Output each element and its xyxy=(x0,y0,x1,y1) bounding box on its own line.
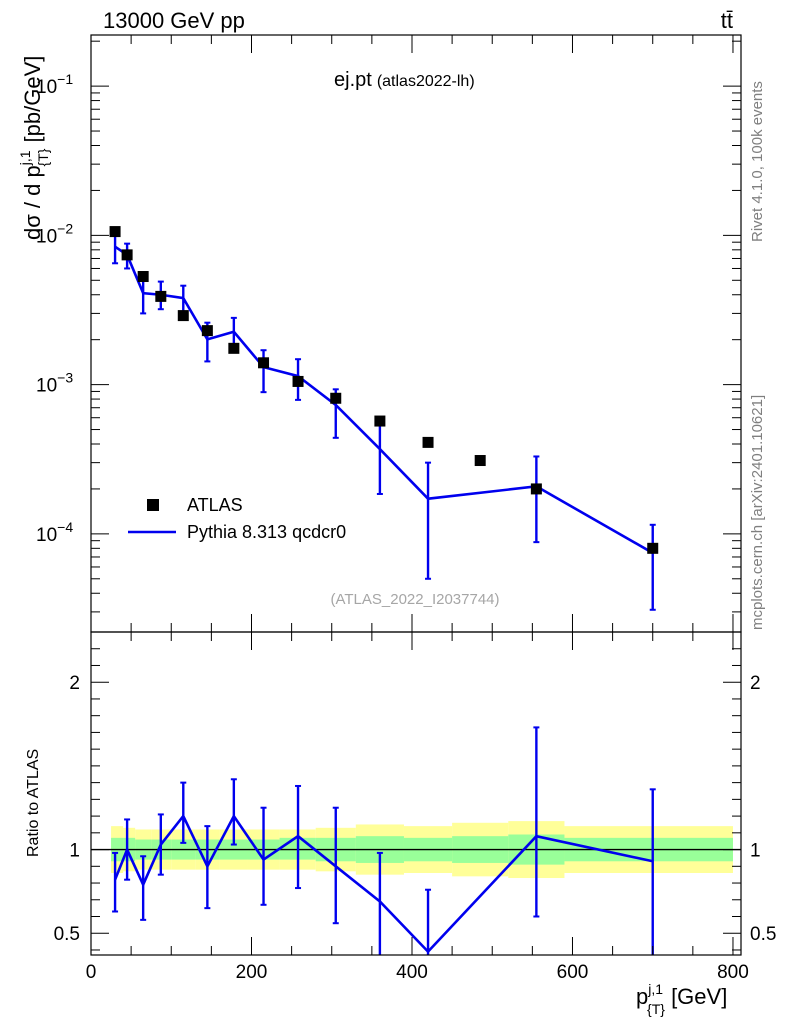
mc-line xyxy=(114,245,654,555)
ratio-y-tick-label-left: 2 xyxy=(69,673,80,694)
ratio-mc-line xyxy=(113,813,654,954)
x-tick-label: 400 xyxy=(396,962,428,983)
main-y-tick-label: 10−1 xyxy=(36,71,73,98)
atlas-data-point xyxy=(258,357,270,369)
atlas-data-point xyxy=(121,249,133,261)
atlas-series xyxy=(109,226,659,554)
main-plot-frame xyxy=(90,34,742,633)
x-tick-label: 0 xyxy=(86,962,97,983)
analysis-tag: (ATLAS_2022_I2037744) xyxy=(330,591,499,608)
ratio-panel: 0.5 0.5 1 1 2 2 0 200 400 600 800 Ratio to ATLAS xyxy=(25,631,776,983)
legend-atlas-label: ATLAS xyxy=(187,495,243,515)
rivet-label: Rivet 4.1.0, 100k events xyxy=(749,81,766,242)
ratio-plot-frame xyxy=(90,631,742,956)
ratio-y-axis-label: Ratio to ATLAS xyxy=(25,749,42,857)
atlas-data-point xyxy=(228,342,240,354)
atlas-data-point xyxy=(530,483,542,495)
atlas-data-point xyxy=(374,415,386,427)
final-state-label: tt̄ xyxy=(721,8,733,33)
atlas-data-point xyxy=(647,542,659,554)
ratio-y-tick-label-right: 2 xyxy=(750,673,761,694)
ratio-y-tick-label-right: 0.5 xyxy=(750,924,776,945)
atlas-data-point xyxy=(474,455,486,467)
atlas-data-point xyxy=(109,226,121,238)
ratio-ticks: 0.5 0.5 1 1 2 2 0 200 400 600 800 xyxy=(54,632,776,983)
atlas-data-point xyxy=(292,375,304,387)
main-y-axis-label: dσ / d pj,1 {T} [pb/GeV] xyxy=(17,56,51,240)
main-y-tick-label: 10−3 xyxy=(36,370,73,397)
ratio-y-tick-label-left: 1 xyxy=(69,841,80,862)
main-y-tick-label: 10−4 xyxy=(36,519,73,546)
atlas-data-point xyxy=(422,436,434,448)
legend: ATLAS Pythia 8.313 qcdcr0 xyxy=(128,495,346,542)
main-ticks: 10−1 10−2 10−3 10−4 xyxy=(36,35,741,632)
x-tick-label: 200 xyxy=(236,962,268,983)
atlas-data-point xyxy=(177,310,189,322)
atlas-data-point xyxy=(155,290,167,302)
svg-text:pj,1{T} [GeV]: pj,1 {T} [GeV] xyxy=(636,981,727,1017)
ratio-mc-series xyxy=(112,726,656,955)
atlas-data-point xyxy=(201,325,213,337)
x-tick-label: 800 xyxy=(717,962,749,983)
svg-text:dσ / d pj,1{T} [pb/GeV]: dσ / d pj,1 {T} [pb/GeV] xyxy=(17,56,51,240)
ratio-y-tick-label-right: 1 xyxy=(750,841,761,862)
chart-title: ej.pt (atlas2022-lh) xyxy=(334,69,475,91)
main-y-tick-label: 10−2 xyxy=(36,220,73,247)
legend-mc-label: Pythia 8.313 qcdcr0 xyxy=(187,522,346,542)
mcplots-label: mcplots.cern.ch [arXiv:2401.10621] xyxy=(749,395,766,630)
atlas-data-point xyxy=(330,392,342,404)
atlas-data-point xyxy=(137,271,149,283)
legend-atlas-marker xyxy=(147,499,159,511)
process-label: 13000 GeV pp xyxy=(103,8,245,33)
x-tick-label: 600 xyxy=(557,962,589,983)
x-axis-label: pj,1 {T} [GeV] xyxy=(636,981,727,1017)
ratio-y-tick-label-left: 0.5 xyxy=(54,924,80,945)
main-panel: 10−1 10−2 10−3 10−4 ej.pt (atlas2022-lh) (AT… xyxy=(17,34,742,633)
